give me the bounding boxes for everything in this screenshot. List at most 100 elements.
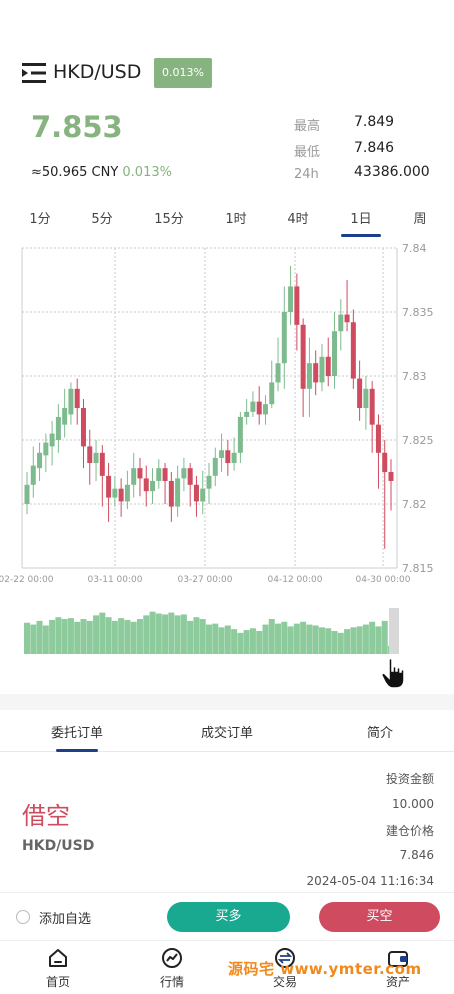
timeframe-week[interactable]: 周 bbox=[413, 212, 427, 227]
x-tick-label: 04-12 00:00 bbox=[268, 575, 323, 585]
cny-change: 0.013% bbox=[122, 165, 172, 180]
volume-bar bbox=[49, 619, 56, 654]
volume-bar bbox=[249, 628, 256, 654]
candle-body bbox=[55, 416, 61, 440]
candle-body bbox=[300, 324, 306, 389]
volume-bar bbox=[74, 621, 81, 654]
trade-icon bbox=[275, 948, 295, 968]
pair-title[interactable]: HKD/USD bbox=[53, 61, 142, 83]
candle-body bbox=[338, 314, 344, 332]
candle-body bbox=[68, 388, 74, 415]
candle-body bbox=[93, 452, 99, 464]
tab-intro[interactable]: 简介 bbox=[366, 726, 394, 741]
candle-body bbox=[306, 363, 312, 389]
volume-bar bbox=[306, 624, 313, 654]
candle-body bbox=[212, 457, 218, 476]
candlestick-chart[interactable]: 7.84 7.835 7.83 7.825 7.82 7.815 02-22 00:00 03… bbox=[0, 238, 454, 688]
stat-value-high: 7.849 bbox=[354, 114, 395, 130]
timeframe-bar: 1分 5分 15分 1时 4时 1日 周 bbox=[0, 202, 454, 238]
candle-body bbox=[281, 312, 287, 364]
x-tick-label: 02-22 00:00 bbox=[0, 575, 54, 585]
candle-body bbox=[124, 484, 130, 502]
stat-value-low: 7.846 bbox=[354, 140, 395, 156]
nav-market[interactable]: 行情 bbox=[142, 947, 202, 990]
candle-body bbox=[388, 472, 394, 481]
order-side: 借空 bbox=[22, 802, 70, 830]
volume-bar bbox=[218, 627, 225, 654]
action-bar: 添加自选 买多 买空 bbox=[0, 892, 454, 940]
volume-bar bbox=[381, 620, 388, 654]
volume-bar bbox=[356, 626, 363, 654]
stat-label-low: 最低 bbox=[294, 145, 321, 160]
order-card[interactable]: 借空 HKD/USD 投资金额 10.000 建仓价格 7.846 2024-0… bbox=[0, 752, 454, 892]
tab-filled-orders[interactable]: 成交订单 bbox=[200, 726, 254, 741]
volume-bar bbox=[80, 619, 87, 654]
volume-bar bbox=[325, 628, 332, 654]
candle-body bbox=[319, 356, 325, 383]
volume-bar bbox=[162, 614, 169, 654]
volume-bar bbox=[118, 618, 125, 654]
nav-home[interactable]: 首页 bbox=[28, 947, 88, 990]
volume-bar bbox=[24, 622, 30, 654]
candle-body bbox=[181, 468, 187, 479]
candle-body bbox=[206, 475, 212, 489]
candle-body bbox=[137, 468, 143, 479]
stat-value-24h: 43386.000 bbox=[354, 164, 430, 180]
favorite-label[interactable]: 添加自选 bbox=[39, 912, 92, 927]
candle-body bbox=[288, 286, 294, 312]
candle-body bbox=[332, 331, 338, 376]
candle-body bbox=[375, 424, 381, 453]
timeframe-1m[interactable]: 1分 bbox=[29, 212, 51, 227]
candle-body bbox=[231, 452, 237, 464]
favorite-checkbox[interactable] bbox=[16, 910, 30, 924]
candle-body bbox=[118, 488, 124, 502]
candle-body bbox=[357, 378, 363, 408]
nav-assets[interactable]: 资产 bbox=[368, 947, 428, 990]
timeframe-1h[interactable]: 1时 bbox=[225, 212, 247, 227]
timeframe-4h[interactable]: 4时 bbox=[287, 212, 309, 227]
open-price-value: 7.846 bbox=[399, 848, 434, 862]
candle-body bbox=[80, 408, 86, 447]
candle-body bbox=[219, 450, 225, 458]
timeframe-15m[interactable]: 15分 bbox=[154, 212, 184, 227]
volume-bar bbox=[237, 632, 244, 654]
nav-trade[interactable]: 交易 bbox=[255, 947, 315, 990]
volume-bar bbox=[224, 625, 231, 654]
candle-body bbox=[193, 484, 199, 502]
candle-body bbox=[106, 475, 112, 498]
tab-pending-orders[interactable]: 委托订单 bbox=[50, 726, 104, 741]
volume-bar bbox=[350, 627, 357, 654]
nav-home-label: 首页 bbox=[45, 975, 70, 989]
volume-bar bbox=[36, 620, 43, 654]
candle-body bbox=[250, 401, 256, 412]
timeframe-5m[interactable]: 5分 bbox=[91, 212, 113, 227]
x-tick-label: 03-27 00:00 bbox=[178, 575, 233, 585]
order-tabs: 委托订单 成交订单 简介 bbox=[0, 710, 454, 752]
timeframe-1d[interactable]: 1日 bbox=[350, 212, 372, 227]
candle-body bbox=[143, 478, 149, 492]
volume-bar bbox=[30, 624, 37, 654]
volume-bar bbox=[275, 623, 282, 654]
candle-body bbox=[156, 468, 162, 481]
candle-body bbox=[225, 450, 231, 464]
candle-body bbox=[262, 404, 268, 415]
candle-body bbox=[162, 468, 168, 481]
wallet-icon bbox=[388, 951, 408, 967]
stat-label-high: 最高 bbox=[294, 119, 321, 134]
candle-body bbox=[382, 452, 388, 472]
sell-short-button[interactable]: 买空 bbox=[319, 902, 440, 932]
menu-icon[interactable] bbox=[22, 62, 48, 84]
watermark-text: 源码宅 www.ymter.com bbox=[228, 960, 422, 978]
home-icon bbox=[49, 949, 67, 967]
candle-body bbox=[275, 363, 281, 383]
candle-body bbox=[49, 433, 55, 447]
order-pair: HKD/USD bbox=[22, 838, 95, 854]
volume-bar bbox=[42, 625, 49, 654]
tab-active-indicator bbox=[56, 749, 98, 752]
volume-bar bbox=[337, 632, 344, 654]
buy-long-button[interactable]: 买多 bbox=[167, 902, 290, 932]
candle-body bbox=[112, 488, 118, 498]
cny-value: ≈50.965 CNY bbox=[31, 165, 119, 180]
cny-price: ≈50.965 CNY 0.013% bbox=[31, 165, 172, 180]
volume-bar bbox=[149, 611, 156, 654]
